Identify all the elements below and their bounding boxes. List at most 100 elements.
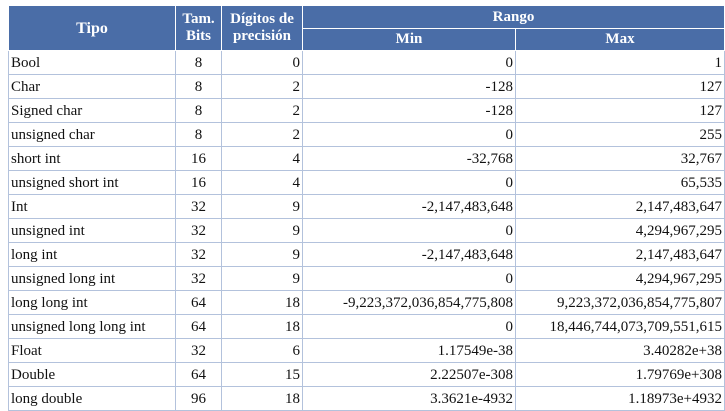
table-row: Signed char 8 2 -128 127 [8,98,725,123]
cell-max: 4,294,967,295 [515,218,725,243]
cell-digitos: 9 [221,242,303,267]
cell-tipo: Bool [8,50,176,75]
cell-max: 255 [515,122,725,147]
cell-digitos: 9 [221,218,303,243]
cell-max: 65,535 [515,170,725,195]
cell-max: 127 [515,74,725,99]
cell-bits: 64 [175,362,222,387]
header-tam-line1: Tam. [182,11,215,27]
cell-digitos: 18 [221,290,303,315]
cell-digitos: 2 [221,122,303,147]
cell-tipo: short int [8,146,176,171]
cell-tipo: unsigned long int [8,266,176,291]
cell-min: 0 [302,266,516,291]
header-max: Max [515,28,725,51]
cell-digitos: 18 [221,314,303,339]
cell-max: 1.18973e+4932 [515,386,725,411]
cell-bits: 32 [175,338,222,363]
header-min: Min [302,28,516,51]
cell-tipo: Float [8,338,176,363]
cell-tipo: Int [8,194,176,219]
table-row: long int 32 9 -2,147,483,648 2,147,483,647 [8,242,725,267]
cell-digitos: 18 [221,386,303,411]
table-row: long double 96 18 3.3621e-4932 1.18973e+4932 [8,386,725,411]
cell-min: 0 [302,314,516,339]
cell-bits: 32 [175,242,222,267]
data-types-table-container: Tipo Tam. Bits Dígitos de precisión Rang… [8,5,725,411]
data-types-table: Tipo Tam. Bits Dígitos de precisión Rang… [8,5,725,411]
header-tam-line2: Bits [185,28,211,44]
cell-bits: 16 [175,170,222,195]
table-row: unsigned long int 32 9 0 4,294,967,295 [8,266,725,291]
cell-max: 1 [515,50,725,75]
table-body: Bool 8 0 0 1 Char 8 2 -128 127 Signed char 8 2 -128 12… [8,50,725,411]
cell-max: 2,147,483,647 [515,194,725,219]
cell-min: -128 [302,98,516,123]
cell-tipo: Char [8,74,176,99]
cell-tipo: unsigned short int [8,170,176,195]
cell-max: 2,147,483,647 [515,242,725,267]
cell-min: 0 [302,50,516,75]
header-digitos-line1: Dígitos de [230,11,294,27]
cell-min: 2.22507e-308 [302,362,516,387]
cell-tipo: Signed char [8,98,176,123]
cell-max: 9,223,372,036,854,775,807 [515,290,725,315]
cell-min: 0 [302,122,516,147]
table-row: unsigned short int 16 4 0 65,535 [8,170,725,195]
header-tam-bits: Tam. Bits [175,5,222,51]
cell-tipo: unsigned char [8,122,176,147]
cell-max: 32,767 [515,146,725,171]
cell-digitos: 2 [221,74,303,99]
cell-digitos: 9 [221,194,303,219]
table-row: Double 64 15 2.22507e-308 1.79769e+308 [8,362,725,387]
cell-bits: 64 [175,290,222,315]
cell-bits: 8 [175,50,222,75]
table-row: Int 32 9 -2,147,483,648 2,147,483,647 [8,194,725,219]
cell-digitos: 15 [221,362,303,387]
cell-max: 4,294,967,295 [515,266,725,291]
cell-bits: 8 [175,98,222,123]
cell-tipo: long int [8,242,176,267]
cell-min: -2,147,483,648 [302,194,516,219]
header-rango: Rango [302,5,725,29]
cell-min: -32,768 [302,146,516,171]
header-row-bottom: Min Max [9,28,725,51]
cell-min: 0 [302,170,516,195]
cell-min: 1.17549e-38 [302,338,516,363]
cell-max: 1.79769e+308 [515,362,725,387]
cell-max: 3.40282e+38 [515,338,725,363]
header-digitos-line2: precisión [232,28,292,44]
cell-tipo: long long int [8,290,176,315]
cell-min: -128 [302,74,516,99]
cell-bits: 96 [175,386,222,411]
table-row: Float 32 6 1.17549e-38 3.40282e+38 [8,338,725,363]
cell-tipo: unsigned long long int [8,314,176,339]
cell-bits: 32 [175,194,222,219]
table-row: unsigned long long int 64 18 0 18,446,744,07… [8,314,725,339]
cell-digitos: 6 [221,338,303,363]
cell-bits: 64 [175,314,222,339]
cell-digitos: 0 [221,50,303,75]
cell-digitos: 2 [221,98,303,123]
cell-tipo: unsigned int [8,218,176,243]
cell-max: 18,446,744,073,709,551,615 [515,314,725,339]
cell-digitos: 4 [221,170,303,195]
cell-tipo: Double [8,362,176,387]
cell-bits: 16 [175,146,222,171]
table-row: Char 8 2 -128 127 [8,74,725,99]
table-row: Bool 8 0 0 1 [8,50,725,75]
table-row: unsigned char 8 2 0 255 [8,122,725,147]
cell-bits: 32 [175,218,222,243]
cell-max: 127 [515,98,725,123]
header-digitos-precision: Dígitos de precisión [221,5,303,51]
cell-bits: 8 [175,74,222,99]
cell-digitos: 4 [221,146,303,171]
table-row: unsigned int 32 9 0 4,294,967,295 [8,218,725,243]
cell-min: 3.3621e-4932 [302,386,516,411]
cell-bits: 8 [175,122,222,147]
cell-tipo: long double [8,386,176,411]
table-row: short int 16 4 -32,768 32,767 [8,146,725,171]
table-header: Tipo Tam. Bits Dígitos de precisión Rang… [8,5,725,51]
cell-bits: 32 [175,266,222,291]
table-row: long long int 64 18 -9,223,372,036,854,775,… [8,290,725,315]
